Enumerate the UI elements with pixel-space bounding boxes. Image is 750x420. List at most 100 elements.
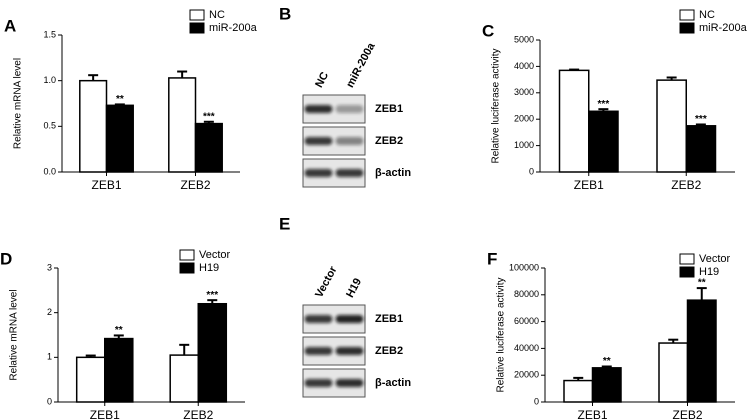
y-tick-label: 0.5 xyxy=(43,121,56,131)
bar xyxy=(685,125,717,173)
legend-label: NC xyxy=(209,9,225,21)
lane-label: Vector xyxy=(313,264,340,300)
band xyxy=(335,347,364,355)
x-tick-label: ZEB1 xyxy=(91,178,121,192)
legend-label: Vector xyxy=(699,253,731,265)
lane-label: H19 xyxy=(344,276,364,299)
band-label: β-actin xyxy=(375,167,411,179)
x-tick-label: ZEB1 xyxy=(577,408,607,420)
band xyxy=(304,105,333,113)
band xyxy=(335,169,364,177)
y-tick-label: 4000 xyxy=(514,61,534,71)
band-label: ZEB1 xyxy=(375,313,403,325)
bar xyxy=(79,79,108,173)
bar xyxy=(658,342,689,403)
bar xyxy=(169,354,199,403)
legend-swatch xyxy=(179,249,195,261)
y-tick-label: 0 xyxy=(534,396,539,406)
legend-label: miR-200a xyxy=(209,22,258,34)
bar xyxy=(656,79,687,173)
significance: ** xyxy=(698,278,706,289)
legend-swatch xyxy=(679,9,695,21)
significance: ** xyxy=(116,94,124,105)
legend-swatch xyxy=(679,22,695,34)
legend-swatch xyxy=(679,253,695,265)
x-tick-label: ZEB1 xyxy=(90,408,120,420)
bar xyxy=(563,379,594,403)
y-tick-label: 1.0 xyxy=(43,75,56,85)
band-label: ZEB1 xyxy=(375,103,403,115)
y-tick-label: 20000 xyxy=(514,370,539,380)
y-tick-label: 3000 xyxy=(514,87,534,97)
y-tick-label: 100000 xyxy=(509,262,539,272)
significance: *** xyxy=(206,290,218,301)
legend-swatch xyxy=(679,266,695,278)
band xyxy=(335,315,364,323)
panel-label: C xyxy=(482,21,494,40)
x-tick-label: ZEB2 xyxy=(183,408,213,420)
bar xyxy=(686,299,717,403)
legend-label: NC xyxy=(699,9,715,21)
band xyxy=(335,105,364,113)
legend-swatch xyxy=(189,9,205,21)
band xyxy=(304,169,333,177)
lane-label: NC xyxy=(313,70,331,90)
band xyxy=(304,347,333,355)
band-label: ZEB2 xyxy=(375,135,403,147)
bar xyxy=(168,77,197,173)
bar xyxy=(558,69,590,173)
bar xyxy=(588,110,619,173)
y-axis-label: Relative luciferase activity xyxy=(496,277,507,392)
legend-swatch xyxy=(189,22,205,34)
band xyxy=(304,379,333,387)
panel-label: B xyxy=(279,4,291,23)
x-tick-label: ZEB2 xyxy=(671,178,701,192)
significance: *** xyxy=(695,114,707,125)
y-tick-label: 40000 xyxy=(514,343,539,353)
y-tick-label: 60000 xyxy=(514,316,539,326)
y-tick-label: 3 xyxy=(47,262,52,272)
band xyxy=(335,379,364,387)
x-tick-label: ZEB2 xyxy=(180,178,210,192)
legend-swatch xyxy=(179,262,195,274)
y-tick-label: 80000 xyxy=(514,289,539,299)
band xyxy=(335,137,364,145)
y-axis-label: Relative luciferase activity xyxy=(491,48,502,163)
significance: *** xyxy=(203,111,215,122)
band xyxy=(304,137,333,145)
band-label: ZEB2 xyxy=(375,345,403,357)
panel-label: D xyxy=(0,249,12,268)
legend-label: H19 xyxy=(199,262,219,274)
y-tick-label: 2 xyxy=(47,307,52,317)
y-axis-label: Relative mRNA level xyxy=(9,289,20,380)
panel-label: A xyxy=(4,16,16,35)
significance: ** xyxy=(115,325,123,336)
bar xyxy=(591,367,622,403)
bar xyxy=(105,104,134,173)
bar xyxy=(194,122,223,173)
bar xyxy=(75,356,106,403)
significance: *** xyxy=(598,99,610,110)
y-tick-label: 0 xyxy=(529,166,534,176)
lane-label: miR-200a xyxy=(344,40,378,90)
panel-label: F xyxy=(487,249,497,268)
legend-label: Vector xyxy=(199,249,231,261)
band xyxy=(304,315,333,323)
legend-label: miR-200a xyxy=(699,22,748,34)
x-tick-label: ZEB1 xyxy=(574,178,604,192)
y-axis-label: Relative mRNA level xyxy=(13,58,24,149)
significance: ** xyxy=(603,356,611,367)
legend-label: H19 xyxy=(699,266,719,278)
bar xyxy=(197,302,228,403)
y-tick-label: 0.0 xyxy=(43,166,56,176)
x-tick-label: ZEB2 xyxy=(672,408,702,420)
panel-label: E xyxy=(279,214,290,233)
band-label: β-actin xyxy=(375,377,411,389)
y-tick-label: 1000 xyxy=(514,140,534,150)
y-tick-label: 1.5 xyxy=(43,29,56,39)
bar xyxy=(104,337,134,403)
y-tick-label: 5000 xyxy=(514,34,534,44)
y-tick-label: 0 xyxy=(47,396,52,406)
y-tick-label: 2000 xyxy=(514,114,534,124)
